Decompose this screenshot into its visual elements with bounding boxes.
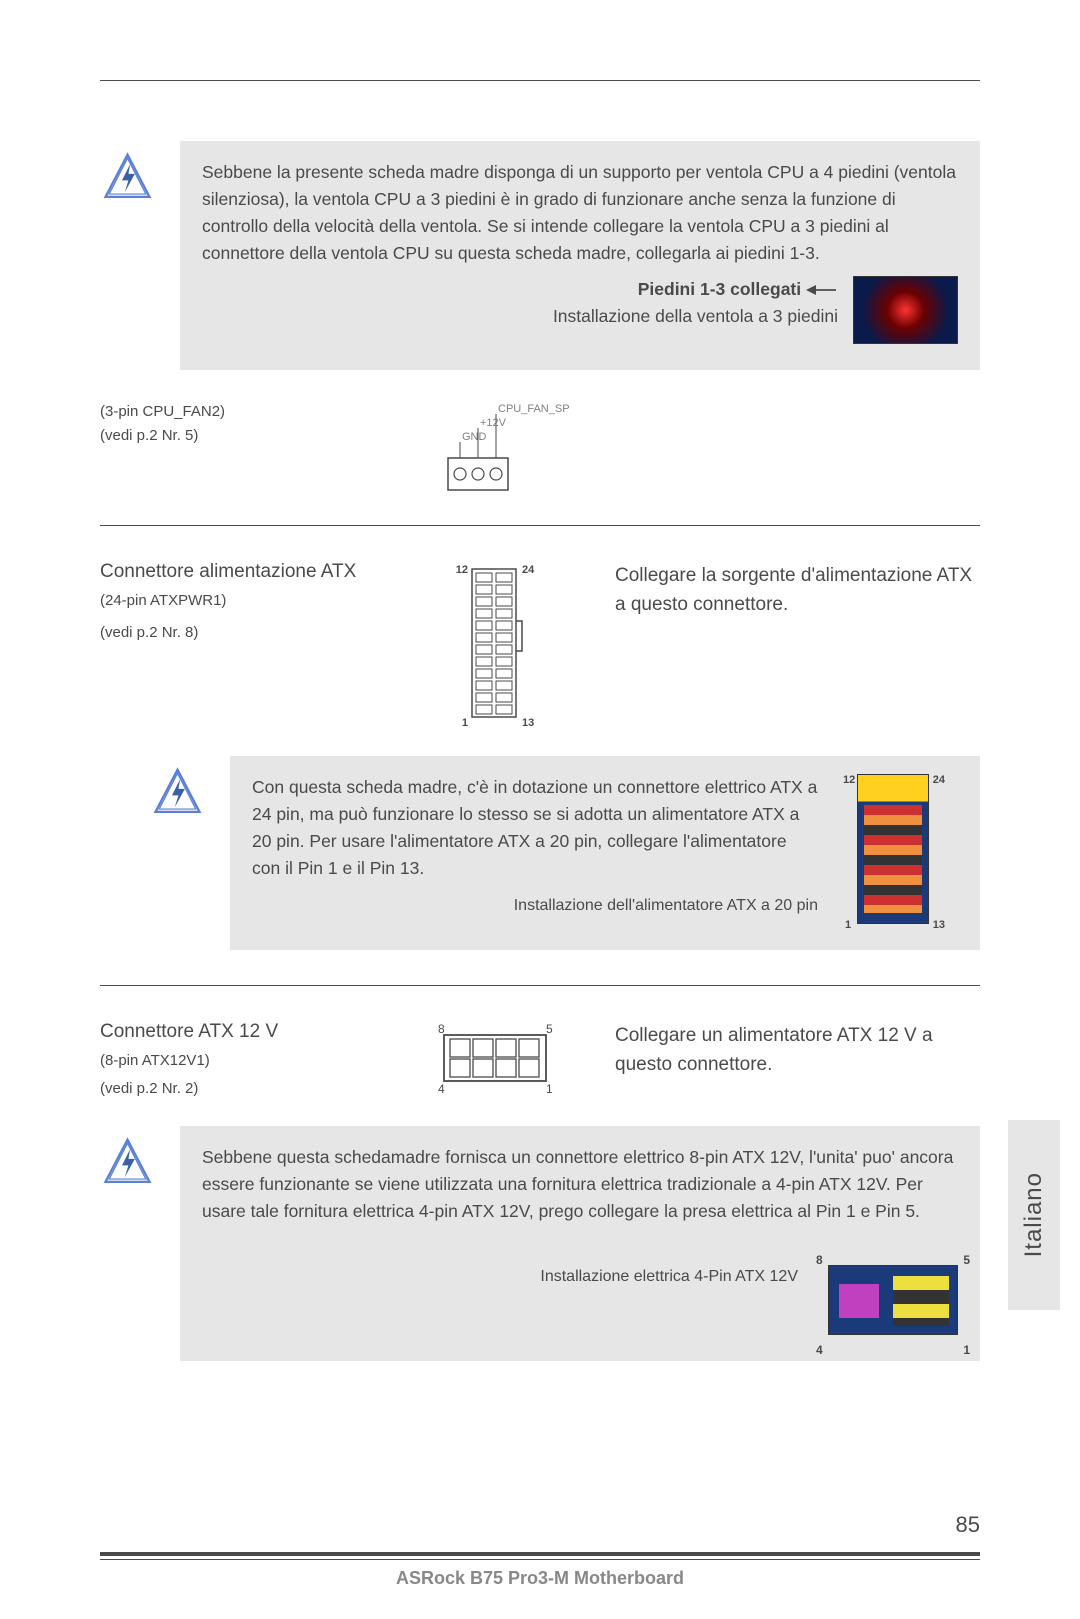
atx4-photo-block: 8 5 4 1 — [828, 1265, 958, 1343]
footer-rule-thick — [100, 1552, 980, 1556]
svg-text:1: 1 — [462, 717, 468, 729]
note-box-fan: Sebbene la presente scheda madre dispong… — [180, 141, 980, 370]
svg-text:8: 8 — [438, 1022, 445, 1036]
lightning-icon — [100, 151, 155, 206]
note3-text: Sebbene questa schedamadre fornisca un c… — [202, 1147, 953, 1221]
pin-tr: 5 — [963, 1251, 970, 1270]
footer-rule-thin — [100, 1559, 980, 1560]
pin-label-12v: +12V — [480, 417, 507, 429]
divider-1 — [100, 525, 980, 526]
arrow-left-icon — [806, 284, 838, 296]
divider-2 — [100, 985, 980, 986]
pin-bl: 1 — [845, 917, 851, 934]
note-box-atx12v: Sebbene questa schedamadre fornisca un c… — [180, 1126, 980, 1362]
pin-tl: 12 — [843, 772, 855, 789]
pin-br: 1 — [963, 1341, 970, 1360]
svg-text:5: 5 — [546, 1022, 553, 1036]
atx24-row: Connettore alimentazione ATX (24-pin ATX… — [100, 561, 980, 731]
fan2-ref: (vedi p.2 Nr. 5) — [100, 424, 375, 448]
atx20-photo-block: 12 24 1 13 — [828, 774, 958, 932]
page: Sebbene la presente scheda madre dispong… — [0, 0, 1080, 1619]
atx12v-desc: Collegare un alimentatore ATX 12 V a que… — [615, 1021, 980, 1080]
atx24-sub1: (24-pin ATXPWR1) — [100, 589, 375, 613]
atx24-desc: Collegare la sorgente d'alimentazione AT… — [615, 561, 980, 620]
pin-bl: 4 — [816, 1341, 823, 1360]
atx12v-sub1: (8-pin ATX12V1) — [100, 1049, 375, 1073]
lightning-icon — [150, 766, 205, 821]
page-number: 85 — [956, 1512, 980, 1538]
pin-tr: 24 — [933, 772, 945, 789]
atx12v-row: Connettore ATX 12 V (8-pin ATX12V1) (ved… — [100, 1021, 980, 1101]
svg-text:1: 1 — [546, 1082, 553, 1096]
atx24-title: Connettore alimentazione ATX — [100, 561, 375, 583]
cpu-fan2-row: (3-pin CPU_FAN2) (vedi p.2 Nr. 5) CPU_FA… — [100, 400, 980, 500]
fan2-diagram: CPU_FAN_SPEED +12V GND — [405, 400, 585, 500]
language-tab: Italiano — [1008, 1120, 1060, 1310]
note1-caption: Installazione della ventola a 3 piedini — [553, 306, 838, 326]
note1-text: Sebbene la presente scheda madre dispong… — [202, 162, 956, 263]
lightning-icon — [100, 1136, 155, 1191]
page-footer: 85 ASRock B75 Pro3-M Motherboard — [100, 1552, 980, 1589]
svg-text:12: 12 — [456, 564, 468, 576]
atx12v-title: Connettore ATX 12 V — [100, 1021, 375, 1043]
svg-text:24: 24 — [522, 564, 535, 576]
pin-br: 13 — [933, 917, 945, 934]
note-box-atx24: 12 24 1 13 Con questa scheda madre, c'è … — [230, 756, 980, 950]
fan2-title: (3-pin CPU_FAN2) — [100, 400, 375, 424]
top-rule — [100, 80, 980, 81]
fan-photo — [853, 276, 958, 352]
pin-label-speed: CPU_FAN_SPEED — [498, 403, 570, 415]
atx24-sub2: (vedi p.2 Nr. 8) — [100, 621, 375, 645]
pin-tl: 8 — [816, 1251, 823, 1270]
svg-text:13: 13 — [522, 717, 534, 729]
pin-label-gnd: GND — [462, 431, 487, 443]
svg-text:4: 4 — [438, 1082, 445, 1096]
note2-text: Con questa scheda madre, c'è in dotazion… — [252, 777, 817, 878]
atx12v-diagram: 8 5 4 1 — [405, 1021, 585, 1099]
atx12v-sub2: (vedi p.2 Nr. 2) — [100, 1077, 375, 1101]
note1-bold: Piedini 1-3 collegati — [638, 279, 801, 299]
atx24-diagram: 12 24 1 13 — [405, 561, 585, 731]
language-label: Italiano — [1020, 1172, 1048, 1257]
footer-title: ASRock B75 Pro3-M Motherboard — [100, 1568, 980, 1589]
